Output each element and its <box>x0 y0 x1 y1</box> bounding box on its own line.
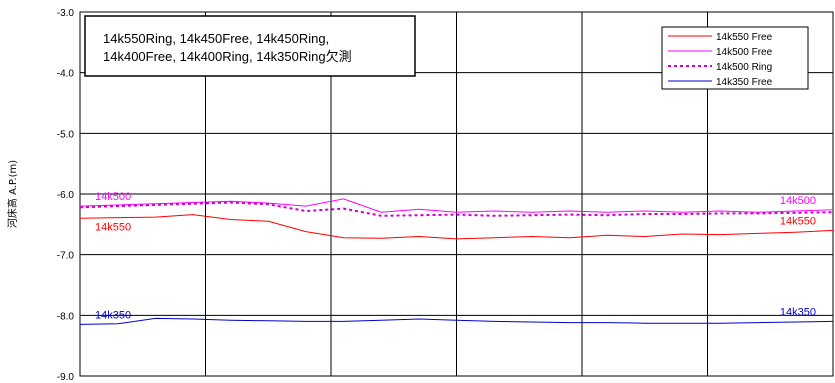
series-label-right: 14k500 <box>780 195 816 207</box>
legend-items: 14k550 Free 14k500 Free 14k500 Ring 14k350 … <box>668 32 773 88</box>
y-tick-label: -5.0 <box>57 129 75 140</box>
annotation-line-2: 14k400Free, 14k400Ring, 14k350Ring欠測 <box>103 49 352 64</box>
legend-label: 14k500 Ring <box>716 62 772 73</box>
series-label-right: 14k550 <box>780 215 816 227</box>
legend-label: 14k500 Free <box>716 47 773 58</box>
y-tick-label: -3.0 <box>57 8 75 19</box>
annotation-box: 14k550Ring, 14k450Free, 14k450Ring, 14k4… <box>84 15 416 77</box>
series-label-right: 14k350 <box>780 306 816 318</box>
y-tick-label: -4.0 <box>57 69 75 80</box>
series-layer: 14k550 14k550 14k500 14k500 14k350 14k350 <box>79 191 834 325</box>
series-label-left: 14k500 <box>95 191 131 203</box>
legend-label: 14k550 Free <box>716 32 773 43</box>
y-tick-label: -7.0 <box>57 251 75 262</box>
series-line <box>79 317 834 325</box>
annotation-line-1: 14k550Ring, 14k450Free, 14k450Ring, <box>103 31 329 46</box>
legend: 14k550 Free 14k500 Free 14k500 Ring 14k350 … <box>661 26 809 90</box>
legend-frame <box>661 26 809 90</box>
series-label-left: 14k350 <box>95 309 131 321</box>
y-tick-labels: -3.0 -4.0 -5.0 -6.0 -7.0 -8.0 -9.0 <box>57 8 75 383</box>
series-line <box>79 201 834 217</box>
y-tick-label: -8.0 <box>57 311 75 322</box>
series-line <box>79 198 834 213</box>
y-tick-label: -6.0 <box>57 190 75 201</box>
annotation-frame <box>84 15 416 77</box>
series-label-left: 14k550 <box>95 221 131 233</box>
legend-label: 14k350 Free <box>716 77 773 88</box>
y-axis-label: 河床高 A.P.(m) <box>6 160 19 228</box>
y-tick-label: -9.0 <box>57 372 75 383</box>
series-line <box>79 214 834 240</box>
